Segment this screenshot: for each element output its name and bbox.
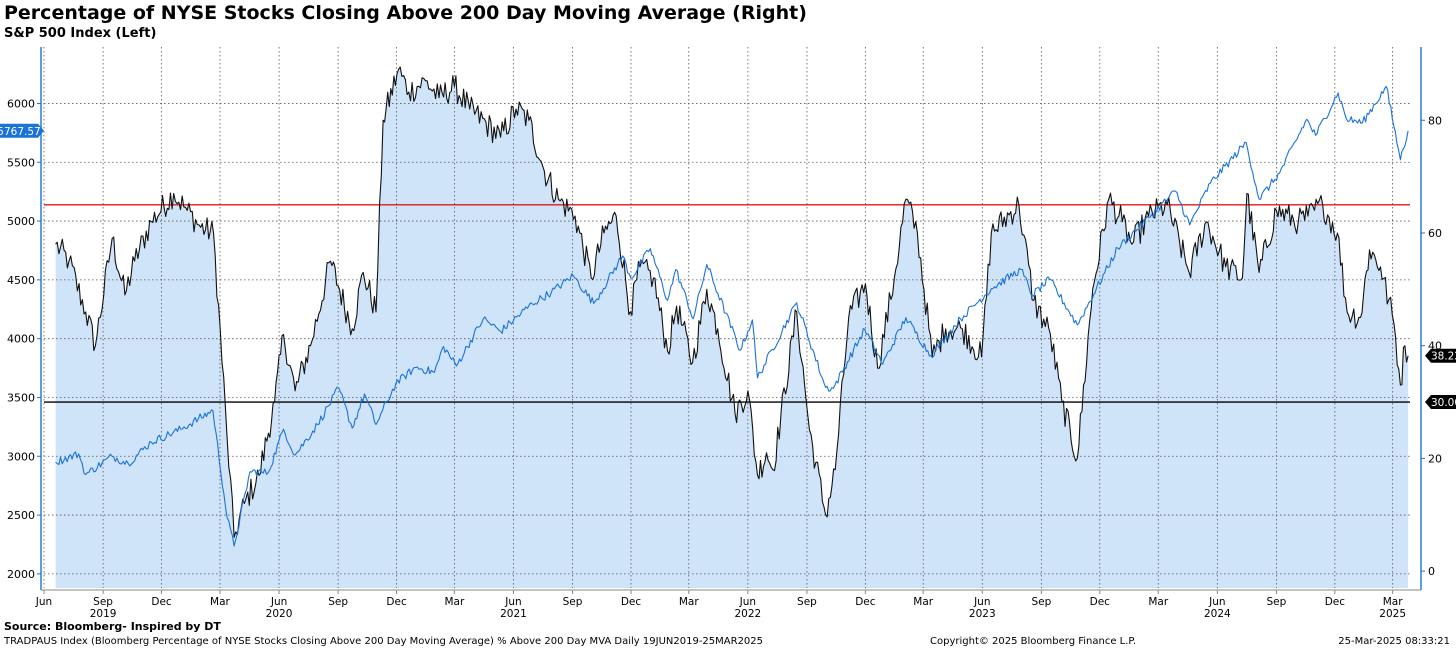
x-tick-label-0: Jun: [35, 596, 52, 608]
x-year-label-3: 2022: [735, 608, 762, 620]
series-0-area: [55, 67, 1409, 589]
x-tick-label-13: Sep: [797, 596, 817, 608]
value-tag-label-0: 5767.57: [0, 126, 41, 138]
value-tag-1: [1425, 348, 1456, 363]
x-tick-label-22: Dec: [1325, 596, 1346, 608]
x-tick-label-6: Dec: [386, 596, 407, 608]
x-year-label-4: 2023: [969, 608, 996, 620]
x-tick-label-19: Mar: [1148, 596, 1168, 608]
chart-title: Percentage of NYSE Stocks Closing Above …: [4, 2, 807, 24]
right-tick-label-4: 80: [1428, 114, 1442, 127]
reference-tag-1: [1425, 395, 1456, 410]
x-tick-label-21: Sep: [1267, 596, 1287, 608]
x-tick-label-8: Jun: [504, 596, 521, 608]
series-0-line: [55, 66, 1409, 538]
x-tick-label-11: Mar: [679, 596, 699, 608]
value-tag-0: [0, 123, 44, 138]
x-year-label-2: 2021: [500, 608, 527, 620]
right-tick-label-1: 20: [1428, 452, 1442, 465]
x-tick-label-9: Sep: [563, 596, 583, 608]
series-group: [55, 66, 1409, 547]
x-tick-label-15: Mar: [913, 596, 933, 608]
right-tick-label-3: 60: [1428, 227, 1442, 240]
left-tick-label-5: 4500: [7, 274, 35, 287]
x-tick-label-7: Mar: [444, 596, 464, 608]
value-tag-label-1: 38.22: [1431, 351, 1456, 363]
right-tick-label-0: 0: [1428, 565, 1435, 578]
x-year-label-1: 2020: [266, 608, 293, 620]
x-tick-label-3: Mar: [210, 596, 230, 608]
x-tick-label-20: Jun: [1208, 596, 1225, 608]
left-tick-label-6: 5000: [7, 215, 35, 228]
chart-subtitle: S&P 500 Index (Left): [4, 26, 157, 41]
left-tick-label-1: 2500: [7, 509, 35, 522]
axes-group: 2000250030003500400045005000550060000204…: [7, 47, 1442, 620]
copyright-note: Copyright© 2025 Bloomberg Finance L.P.: [930, 636, 1137, 647]
area-fill-group: [55, 67, 1409, 589]
left-tick-label-3: 3500: [7, 391, 35, 404]
series-1-line: [55, 85, 1409, 547]
x-tick-label-18: Dec: [1090, 596, 1111, 608]
reference-tag-label-1: 30.00: [1431, 397, 1456, 409]
x-tick-label-10: Dec: [621, 596, 642, 608]
x-tick-label-16: Jun: [973, 596, 990, 608]
left-tick-label-8: 6000: [7, 97, 35, 110]
x-tick-label-2: Dec: [151, 596, 172, 608]
x-tick-label-14: Dec: [855, 596, 876, 608]
x-tick-label-4: Jun: [270, 596, 287, 608]
x-tick-label-17: Sep: [1031, 596, 1051, 608]
series-description: TRADPAUS Index (Bloomberg Percentage of …: [4, 636, 764, 647]
left-tick-label-0: 2000: [7, 568, 35, 581]
value-tags-group: 5767.57 38.22 30.00: [0, 123, 1456, 410]
timestamp: 25-Mar-2025 08:33:21: [1338, 636, 1450, 647]
left-tick-label-4: 4000: [7, 333, 35, 346]
left-tick-label-7: 5500: [7, 156, 35, 169]
x-year-label-0: 2019: [90, 608, 117, 620]
x-tick-label-1: Sep: [93, 596, 113, 608]
left-tick-label-2: 3000: [7, 450, 35, 463]
x-tick-label-12: Jun: [739, 596, 756, 608]
x-tick-label-23: Mar: [1383, 596, 1403, 608]
x-tick-label-5: Sep: [328, 596, 348, 608]
x-year-label-5: 2024: [1204, 608, 1231, 620]
source-note: Source: Bloomberg- Inspired by DT: [4, 620, 221, 633]
chart-svg: 2000250030003500400045005000550060000204…: [0, 47, 1456, 620]
x-year-label-6: 2025: [1379, 608, 1406, 620]
